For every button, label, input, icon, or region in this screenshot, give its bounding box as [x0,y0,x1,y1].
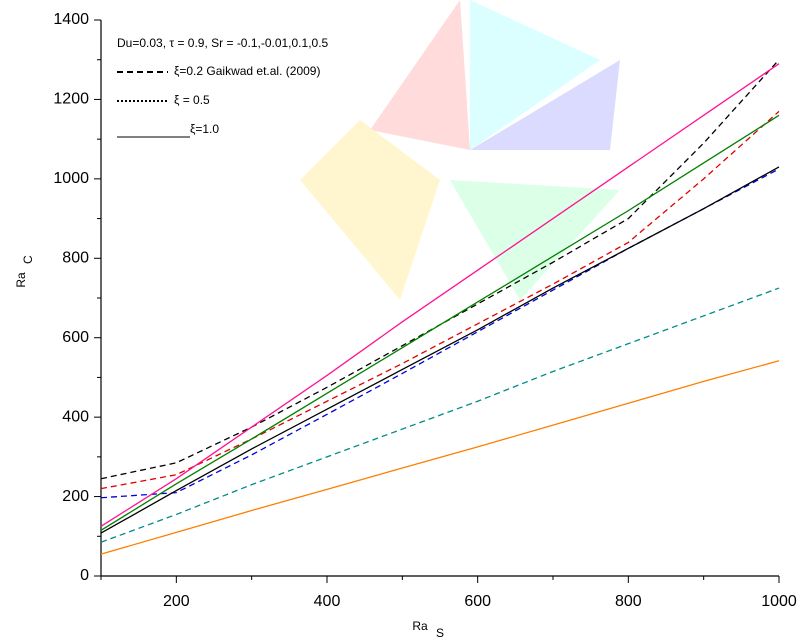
legend-label: ξ = 0.5 [174,93,210,107]
watermark-petal [470,60,620,150]
x-tick-label: 200 [163,593,190,610]
legend-label: ξ=0.2 Gaikwad et.al. (2009) [174,64,320,78]
series-line [100,287,780,543]
x-label: Ra [412,619,428,633]
x-tick-label: 800 [615,593,642,610]
series-line [100,166,780,534]
y-axis-title: Ra C [14,255,35,288]
y-tick-label: 600 [62,329,89,346]
series-line [100,114,780,531]
y-tick-label: 400 [62,408,89,425]
y-tick-label: 1200 [53,91,89,108]
annotation: Du=0.03, τ = 0.9, Sr = -0.1,-0.01,0.1,0.… [117,36,329,50]
y-tick-label: 200 [62,488,89,505]
watermark [300,0,620,300]
y-tick-label: 800 [62,250,89,267]
x-label-sub: S [436,626,444,640]
series-line [100,63,780,527]
watermark-petal [370,0,470,150]
series-line [100,360,780,555]
y-tick-label: 1400 [53,11,89,28]
x-tick-label: 1000 [761,593,797,610]
x-axis-title: Ra S [412,619,444,640]
y-tick-label: 0 [80,567,89,584]
watermark-petal [470,0,600,150]
watermark-petal [300,120,440,300]
y-tick-label: 1000 [53,170,89,187]
legend-label: ξ=1.0 [190,122,219,136]
y-label: Ra [14,272,28,288]
x-tick-label: 400 [314,593,341,610]
x-tick-label: 600 [464,593,491,610]
watermark-petal [450,180,620,300]
series-line [100,168,780,499]
series-line [100,110,780,490]
y-label-sub: C [21,255,35,264]
